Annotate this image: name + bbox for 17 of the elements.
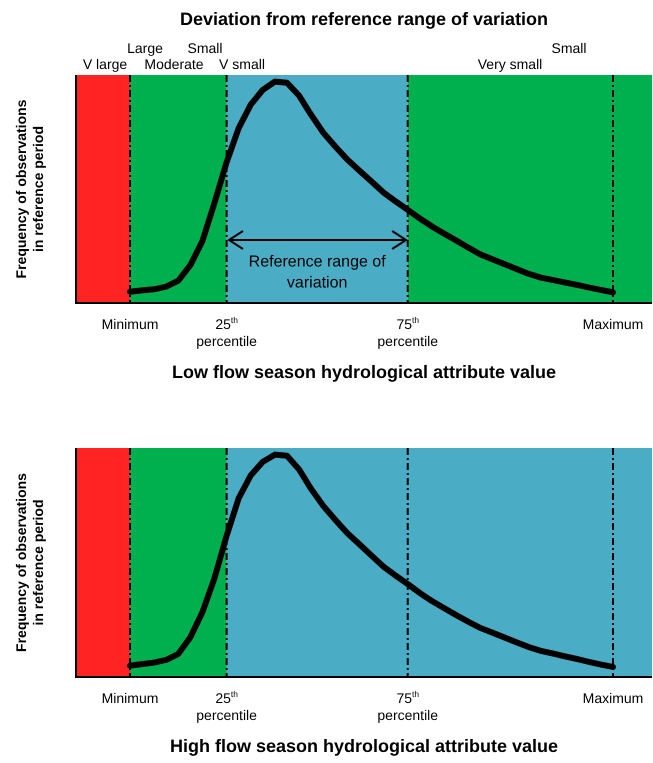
x-tick-label: Minimum [102,316,158,332]
text: Large [127,40,164,56]
chart-title: Deviation from reference range of variation [180,8,548,29]
text: Very small [478,56,542,72]
x-tick-label: Maximum [582,690,644,706]
text: Moderate [144,56,204,72]
text: Small [187,40,223,56]
band-label: Reference range of variation [248,254,386,292]
x-axis-title: High flow season hydrological attribute value [170,736,558,756]
y-axis-title: Frequency of observations in reference period [12,472,46,652]
x-tick-label: Minimum [102,690,158,706]
text: V large [82,56,128,72]
text: Small [551,40,587,56]
text: V small [219,56,265,72]
x-tick-label: Maximum [582,316,644,332]
x-axis-title: Low flow season hydrological attribute value [172,362,556,382]
y-axis-title: Frequency of observations in reference period [12,99,46,278]
